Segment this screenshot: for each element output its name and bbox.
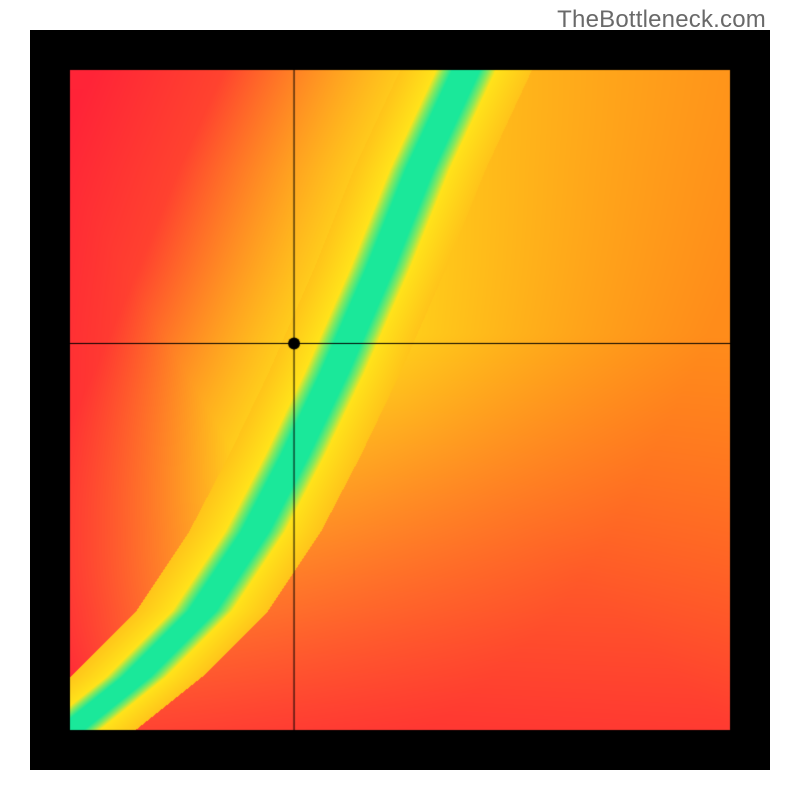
watermark-text: TheBottleneck.com	[557, 6, 766, 34]
heatmap-canvas	[30, 30, 770, 770]
bottleneck-heatmap	[30, 30, 770, 770]
